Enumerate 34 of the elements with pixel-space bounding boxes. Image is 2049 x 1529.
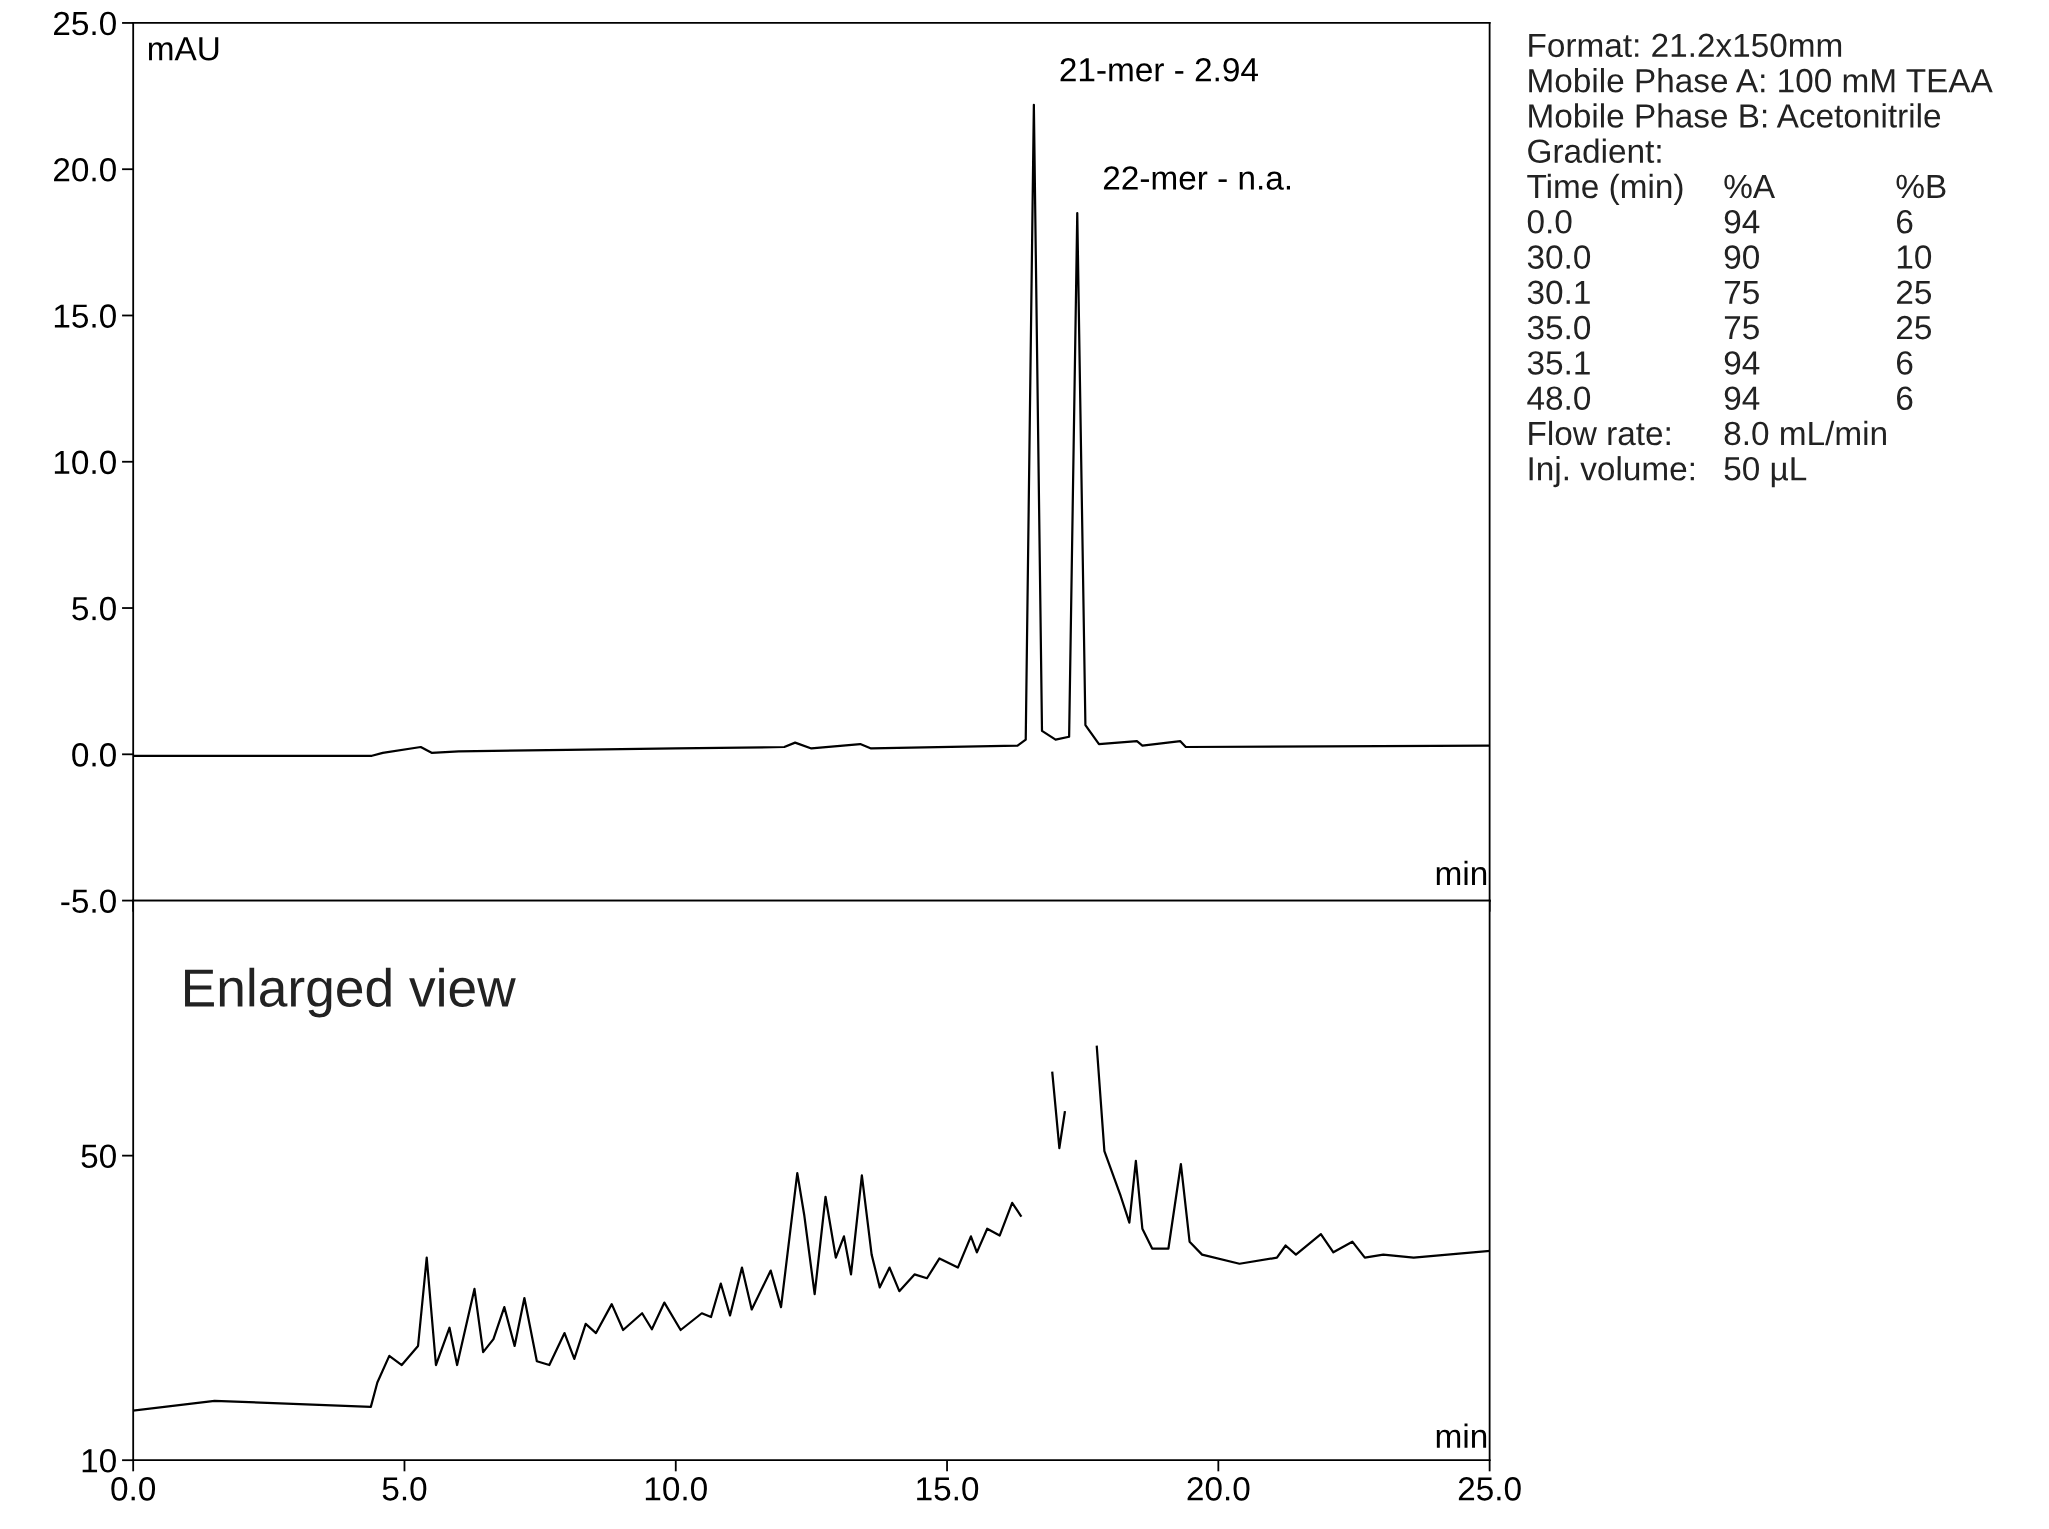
y-tick-label: 25.0 bbox=[54, 11, 116, 36]
y-tick-label: 5.0 bbox=[72, 596, 116, 621]
text: 0.0 94 6 bbox=[1527, 209, 1913, 234]
y-tick-label: 50 bbox=[81, 1144, 116, 1169]
text: Mobile Phase B: Acetonitrile bbox=[1529, 103, 1941, 128]
annotation: Enlarged view bbox=[185, 967, 516, 1018]
y-tick-label: 10 bbox=[82, 1449, 116, 1473]
annotation: 21-mer - 2.94 bbox=[1060, 57, 1258, 82]
x-tick-label: 25.0 bbox=[1458, 1477, 1521, 1501]
text: Format: 21.2x150mm bbox=[1529, 33, 1842, 58]
text: 35.1 94 6 bbox=[1527, 351, 1913, 375]
x-tick-label: 15.0 bbox=[917, 1477, 979, 1501]
x-tick-label: 10.0 bbox=[645, 1477, 707, 1501]
y-tick-label: 10.0 bbox=[54, 450, 116, 475]
annotation: min bbox=[1436, 860, 1487, 885]
y-tick-label: 20.0 bbox=[54, 158, 116, 182]
y-tick-label: 15.0 bbox=[54, 304, 116, 328]
y-tick-label: -5.0 bbox=[61, 889, 116, 913]
text: Time (min) %A %B bbox=[1527, 173, 1946, 205]
annotation: min bbox=[1436, 1423, 1487, 1448]
text: 35.0 75 25 bbox=[1527, 315, 1931, 340]
x-tick-label: 0.0 bbox=[111, 1477, 156, 1501]
text: 48.0 94 6 bbox=[1527, 386, 1913, 411]
text: Flow rate: 8.0 mL/min bbox=[1529, 420, 1886, 446]
y-tick-label: 0.0 bbox=[72, 743, 116, 767]
text: Gradient: bbox=[1528, 138, 1661, 164]
text: Inj. volume: 50 µL bbox=[1529, 456, 1807, 488]
y-axis-title: mAU bbox=[148, 37, 219, 61]
text: Mobile Phase A: 100 mM TEAA bbox=[1529, 67, 1993, 93]
text: 30.0 90 10 bbox=[1527, 245, 1932, 269]
x-tick-label: 5.0 bbox=[382, 1477, 427, 1501]
x-tick-label: 20.0 bbox=[1187, 1477, 1250, 1501]
text: 30.1 75 25 bbox=[1527, 280, 1931, 305]
annotation: 22-mer - n.a. bbox=[1103, 166, 1291, 190]
